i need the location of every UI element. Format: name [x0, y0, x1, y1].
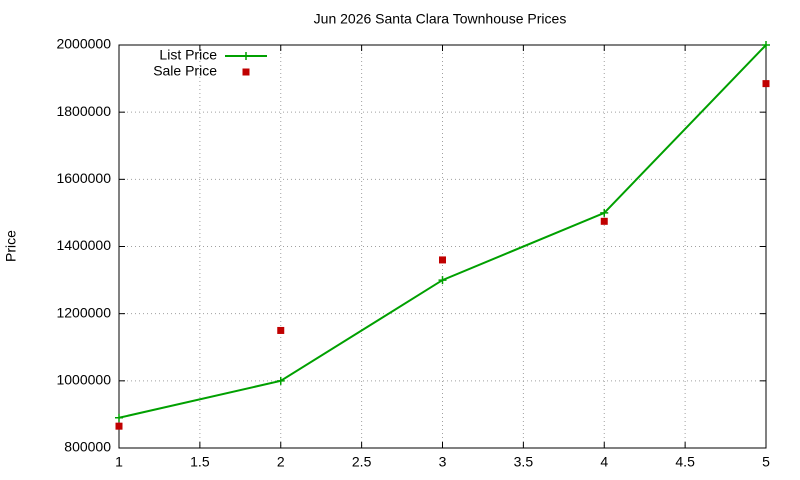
x-tick-label: 3.5 [514, 454, 534, 470]
x-tick-label: 4.5 [675, 454, 695, 470]
point [115, 413, 123, 422]
point [242, 52, 250, 60]
point [115, 422, 123, 430]
x-tick-label: 2 [277, 454, 285, 470]
x-tick-label: 1.5 [190, 454, 210, 470]
x-tick-label: 5 [762, 454, 770, 470]
y-tick-label: 1000000 [56, 372, 111, 388]
plot-border [118, 44, 767, 449]
point [438, 276, 447, 285]
y-tick-label: 800000 [64, 439, 111, 455]
x-tick-label: 4 [600, 454, 608, 470]
point [762, 80, 770, 88]
point [277, 326, 285, 334]
legend-label: List Price [159, 47, 217, 63]
point [242, 68, 250, 76]
point [276, 376, 285, 385]
point [439, 256, 446, 264]
y-tick-label: 1200000 [56, 304, 111, 320]
point [600, 217, 608, 225]
point [762, 41, 770, 49]
y-axis-label: Price [3, 230, 19, 262]
legend-label: Sale Price [153, 63, 217, 79]
y-tick-label: 1600000 [56, 170, 111, 186]
x-tick-label: 1 [115, 454, 123, 470]
point [600, 208, 609, 217]
y-tick-label: 1800000 [56, 103, 111, 119]
y-tick-label: 1400000 [56, 237, 111, 253]
x-tick-label: 2.5 [352, 454, 372, 470]
y-tick-label: 2000000 [56, 36, 111, 52]
chart-title: Jun 2026 Santa Clara Townhouse Prices [314, 11, 567, 27]
x-tick-label: 3 [439, 454, 447, 470]
